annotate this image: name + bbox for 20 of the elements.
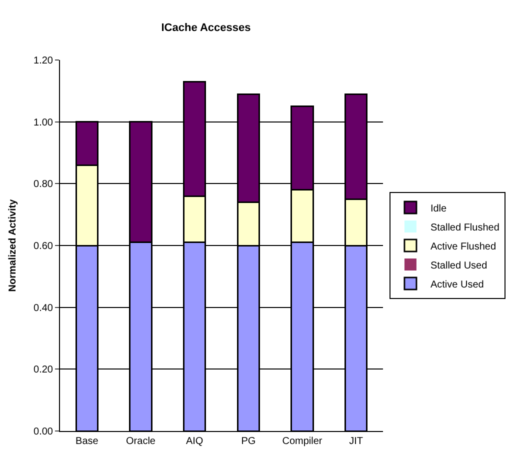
y-tick-label: 0.60 xyxy=(34,241,54,252)
y-tick-label: 1.00 xyxy=(34,117,54,128)
x-tick-label: PG xyxy=(241,436,256,447)
x-tick-label: JIT xyxy=(349,436,364,447)
legend-label: Active Used xyxy=(430,279,484,290)
x-tick-label: AIQ xyxy=(186,436,204,447)
y-tick-label: 0.40 xyxy=(34,302,54,314)
y-axis-title: Normalized Activity xyxy=(8,198,19,292)
legend-label: Idle xyxy=(430,203,448,214)
legend-label: Stalled Flushed xyxy=(430,222,500,234)
x-tick-label: Compiler xyxy=(282,436,323,447)
chart-title: ICache Accesses xyxy=(161,22,251,34)
x-tick-label: Oracle xyxy=(126,436,156,447)
y-tick-label: 0.00 xyxy=(34,426,54,438)
y-tick-label: 0.20 xyxy=(34,364,54,376)
legend-label: Stalled Used xyxy=(430,260,488,272)
y-tick-label: 1.20 xyxy=(34,56,54,66)
legend-label: Active Flushed xyxy=(430,241,496,252)
y-tick-label: 0.80 xyxy=(34,179,54,190)
x-tick-label: Base xyxy=(76,436,99,447)
